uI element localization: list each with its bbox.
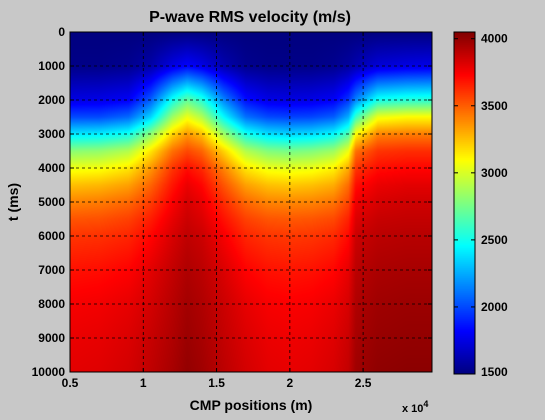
- chart-title: P-wave RMS velocity (m/s): [149, 9, 351, 26]
- colorbar-tick-label: 3500: [481, 99, 508, 113]
- x-tick-label: 2: [286, 376, 293, 390]
- plot-area: 0.5 1 1.5 2 2.5 0 1000 2000 3000 4000 5000 6000 700…: [32, 25, 433, 390]
- colorbar-frame: [453, 31, 476, 375]
- y-tick-label: 9000: [38, 331, 65, 345]
- x-tick-label: 1: [140, 376, 147, 390]
- x-axis-ticks: 0.5 1 1.5 2 2.5: [62, 32, 372, 390]
- x-axis-label: CMP positions (m): [190, 397, 313, 413]
- y-tick-label: 1000: [38, 59, 65, 73]
- x-exponent-power: 4: [423, 399, 428, 409]
- x-axis-exponent: x 104: [402, 399, 428, 415]
- y-tick-label: 5000: [38, 195, 65, 209]
- y-axis-ticks: 0 1000 2000 3000 4000 5000 6000 7000 8000 9000 100…: [32, 25, 432, 379]
- y-tick-label: 0: [58, 25, 65, 39]
- colorbar: 1500 2000 2500 3000 3500 4000: [453, 31, 508, 379]
- colorbar-tick-label: 4000: [481, 32, 508, 46]
- colorbar-tick-label: 2000: [481, 300, 508, 314]
- x-exponent-base: x 10: [402, 403, 423, 415]
- colorbar-gradient: [454, 32, 475, 374]
- colorbar-tick-label: 1500: [481, 365, 508, 379]
- colorbar-tick-label: 2500: [481, 233, 508, 247]
- y-tick-label: 8000: [38, 297, 65, 311]
- x-tick-label: 2.5: [355, 376, 372, 390]
- grid-lines: [70, 32, 432, 372]
- y-axis-label: t (ms): [5, 183, 21, 221]
- y-tick-label: 7000: [38, 263, 65, 277]
- y-tick-label: 3000: [38, 127, 65, 141]
- x-tick-label: 0.5: [62, 376, 79, 390]
- y-tick-label: 6000: [38, 229, 65, 243]
- colorbar-ticks: 1500 2000 2500 3000 3500 4000: [454, 32, 508, 379]
- y-tick-label: 10000: [32, 365, 66, 379]
- colorbar-tick-label: 3000: [481, 166, 508, 180]
- y-tick-label: 4000: [38, 161, 65, 175]
- y-tick-label: 2000: [38, 93, 65, 107]
- x-tick-label: 1.5: [208, 376, 225, 390]
